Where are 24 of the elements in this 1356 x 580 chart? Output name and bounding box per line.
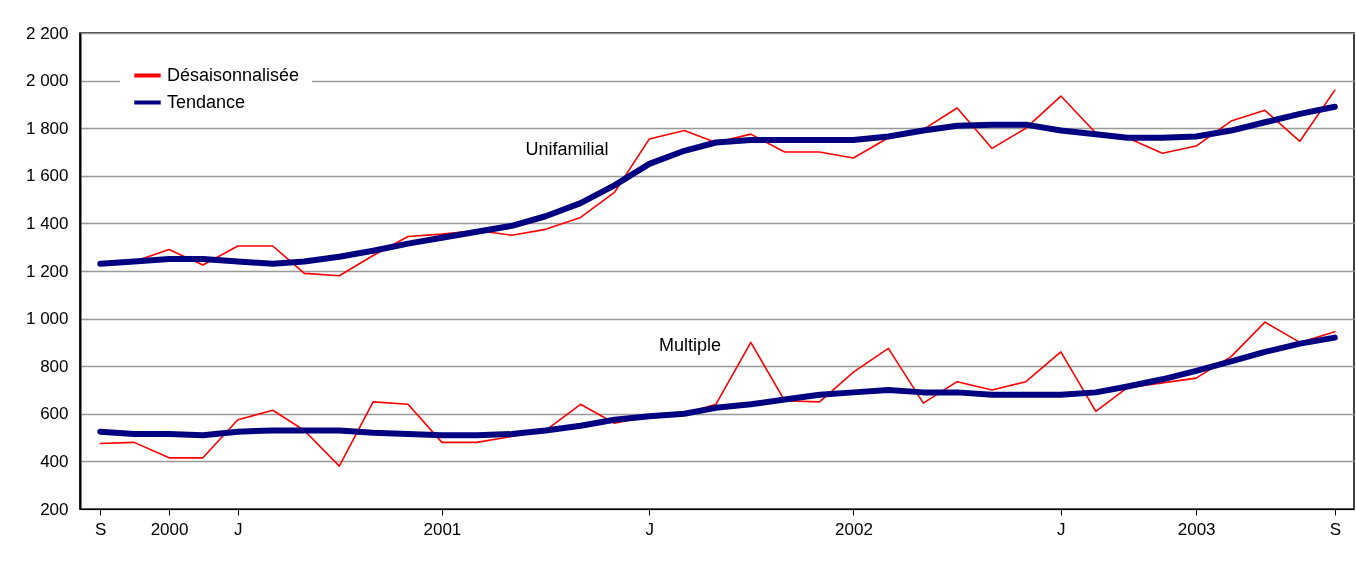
y-tick-label: 1 400 [25,213,69,233]
x-tick-label: 2001 [423,519,462,539]
y-tick-label: 2 200 [25,23,69,43]
legend-label: Désaisonnalisée [167,64,300,85]
x-tick-label: 2002 [835,519,873,539]
legend-label: Tendance [167,91,246,112]
x-tick-label: S [95,519,107,539]
y-tick-label: 200 [40,499,69,519]
x-tick-label: S [1329,519,1342,539]
x-tick-label: 2000 [150,519,189,539]
x-tick-label: J [645,519,655,539]
y-tick-label: 1 000 [25,309,69,329]
y-tick-label: 1 600 [25,166,69,186]
annotation: Unifamilial [525,139,609,159]
x-tick-label: 2003 [1177,519,1216,539]
y-tick-label: 600 [40,404,69,424]
y-tick-label: 1 200 [25,261,69,281]
y-tick-label: 1 800 [25,118,69,138]
y-tick-label: 800 [40,356,69,376]
annotation: Multiple [658,335,722,355]
x-tick-label: J [1057,519,1066,539]
y-tick-label: 2 000 [25,71,69,91]
x-tick-label: J [234,519,243,539]
y-tick-label: 400 [40,451,69,471]
